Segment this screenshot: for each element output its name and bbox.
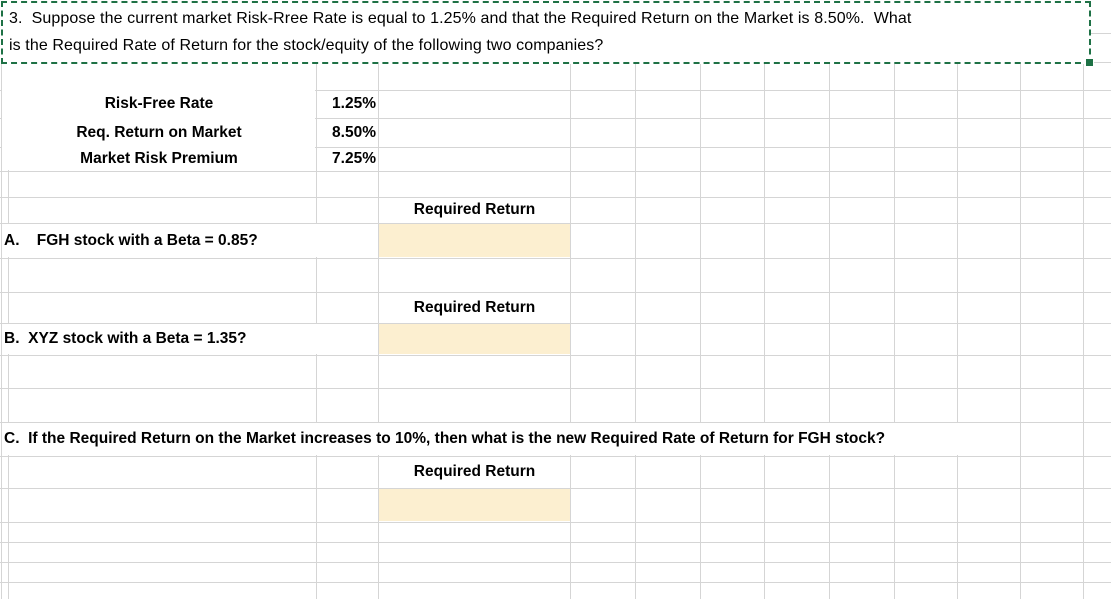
cell-fill-mask	[2, 324, 377, 354]
gridline	[0, 355, 1111, 356]
section-c-label: C. If the Required Return on the Market …	[4, 430, 886, 447]
gridline	[378, 62, 379, 599]
gridline	[570, 62, 571, 599]
gridline	[0, 456, 1111, 457]
gridline	[0, 118, 1111, 119]
gridline	[829, 62, 830, 599]
answer-cell-b[interactable]	[379, 324, 570, 354]
required-return-header-a: Required Return	[413, 201, 536, 218]
gridline	[0, 258, 1111, 259]
question-range-marquee: 3. Suppose the current market Risk-Rree …	[1, 1, 1094, 67]
risk-free-rate-label: Risk-Free Rate	[104, 95, 214, 112]
risk-free-rate-value[interactable]: 1.25%	[332, 95, 376, 112]
gridline	[1085, 33, 1111, 34]
gridline	[0, 197, 1111, 198]
gridline	[0, 582, 1111, 583]
gridline	[0, 562, 1111, 563]
gridline	[1020, 62, 1021, 599]
cell-fill-mask	[2, 63, 315, 170]
market-risk-premium-label: Market Risk Premium	[80, 150, 238, 167]
gridline	[0, 171, 1111, 172]
cell-fill-mask	[2, 423, 1018, 455]
gridline	[0, 292, 1111, 293]
req-return-market-label: Req. Return on Market	[76, 123, 242, 141]
gridline	[1083, 62, 1084, 599]
gridline	[0, 542, 1111, 543]
gridline	[635, 62, 636, 599]
answer-cell-c[interactable]	[379, 489, 570, 521]
required-return-header-b: Required Return	[413, 298, 536, 316]
gridline	[0, 223, 1111, 224]
gridline	[0, 388, 1111, 389]
gridline	[0, 422, 1111, 423]
cell-fill-mask	[2, 224, 377, 257]
gridline	[0, 323, 1111, 324]
gridline	[0, 90, 1111, 91]
section-a-label: A. FGH stock with a Beta = 0.85?	[4, 231, 258, 249]
market-risk-premium-value[interactable]: 7.25%	[332, 150, 376, 167]
gridline	[764, 62, 765, 599]
gridline	[700, 62, 701, 599]
gridline	[0, 522, 1111, 523]
req-return-market-value[interactable]: 8.50%	[332, 123, 376, 141]
gridline	[0, 488, 1111, 489]
fill-handle[interactable]	[1085, 58, 1094, 67]
gridline	[0, 147, 1111, 148]
answer-cell-a[interactable]	[379, 224, 570, 257]
gridline	[1085, 62, 1111, 63]
section-b-label: B. XYZ stock with a Beta = 1.35?	[4, 330, 247, 347]
gridline	[1, 62, 2, 599]
gridline	[894, 62, 895, 599]
gridline	[957, 62, 958, 599]
required-return-header-c: Required Return	[413, 463, 536, 480]
question-text-line1: 3. Suppose the current market Risk-Rree …	[9, 10, 912, 27]
question-text-line2: is the Required Rate of Return for the s…	[9, 37, 604, 54]
